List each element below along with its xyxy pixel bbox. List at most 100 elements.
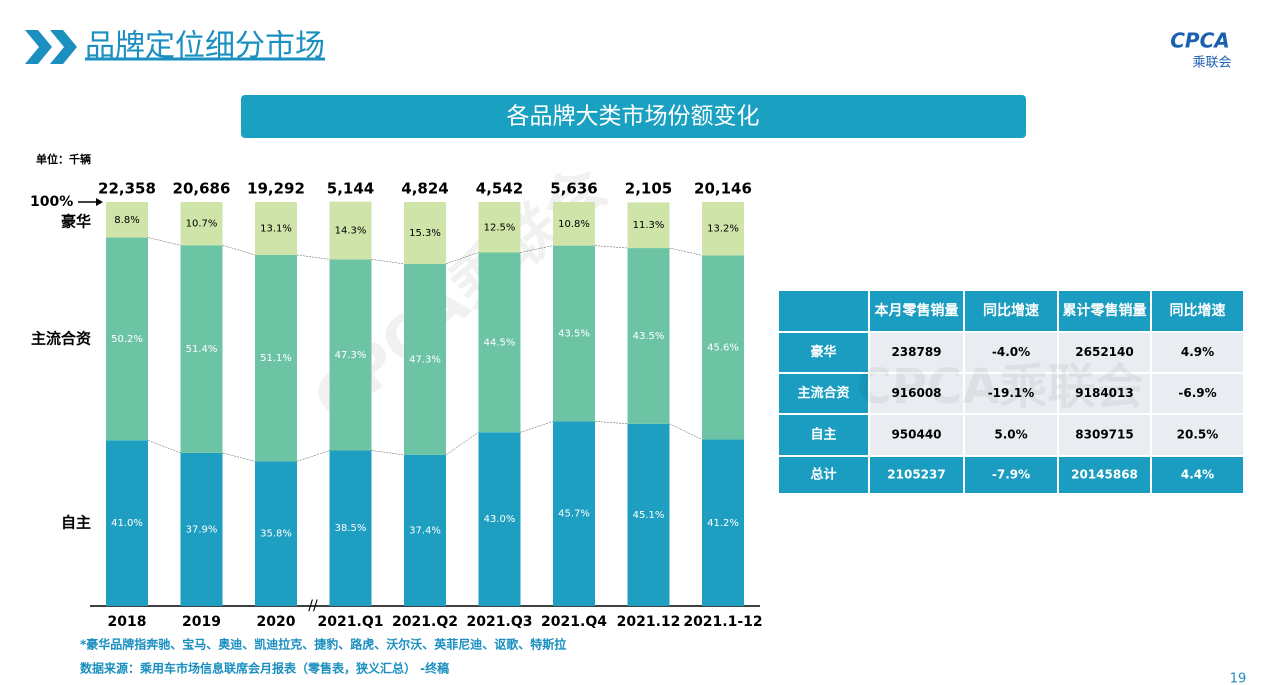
- bar-segment: [627, 248, 670, 424]
- connector: [222, 452, 256, 462]
- data-label: 15.3%: [409, 228, 441, 239]
- table-cell: [965, 415, 1057, 455]
- data-label: 37.4%: [409, 525, 441, 536]
- table-header: 同比增速: [1170, 302, 1226, 319]
- table-cell: [1059, 457, 1150, 493]
- connector: [296, 450, 330, 462]
- data-label: 38.5%: [335, 523, 367, 534]
- x-tick-label: 2021.1-12: [683, 614, 762, 630]
- data-label: 51.4%: [186, 344, 218, 355]
- table-row-header: 主流合资: [797, 385, 849, 401]
- x-tick-label: 2021.Q4: [541, 614, 607, 630]
- bar-segment: [106, 440, 148, 606]
- data-label: 41.2%: [707, 518, 739, 529]
- table-cell-text: 5.0%: [994, 428, 1027, 442]
- data-label: 43.5%: [558, 329, 590, 340]
- table-cell-text: 9184013: [1075, 386, 1133, 400]
- x-tick-label: 2018: [108, 614, 147, 630]
- data-label: 45.7%: [558, 509, 590, 520]
- data-label: 43.0%: [484, 514, 516, 525]
- table-cell-text: 20145868: [1071, 468, 1138, 482]
- table-cell-text: 2652140: [1075, 345, 1133, 359]
- legend-label: 主流合资: [31, 329, 91, 347]
- tick-arrow-head: [96, 198, 103, 206]
- table-cell-text: 4.4%: [1181, 468, 1214, 482]
- table-cell-text: -7.9%: [992, 468, 1030, 482]
- table-cell: [1059, 415, 1150, 455]
- bar-segment: [329, 201, 372, 260]
- unit: 单位：千辆: [36, 152, 91, 166]
- connector: [371, 450, 405, 456]
- footnote: *豪华品牌指奔驰、宝马、奥迪、凯迪拉克、捷豹、路虎、沃尔沃、英菲尼迪、讴歌、特斯…: [80, 637, 566, 652]
- total-label: 2,105: [625, 180, 672, 198]
- data-label: 10.8%: [558, 219, 590, 230]
- table-row-header-cell: [779, 415, 868, 455]
- table-row-header: 总计: [810, 467, 836, 483]
- connector: [147, 440, 181, 454]
- bar-segment: [404, 454, 446, 606]
- bar-segment: [329, 259, 372, 451]
- total-label: 22,358: [98, 180, 156, 198]
- bar-segment: [180, 202, 223, 246]
- chart-title-banner: [241, 95, 1026, 138]
- table-row-header: 自主: [810, 427, 836, 443]
- table-cell: [1152, 333, 1243, 372]
- table-cell-text: 20.5%: [1177, 428, 1219, 442]
- connector: [669, 247, 703, 256]
- connector: [445, 432, 479, 456]
- table-header-cell: [779, 291, 868, 331]
- table-header-cell: [965, 291, 1057, 331]
- bar-segment: [404, 202, 446, 264]
- table-cell-text: -19.1%: [988, 386, 1035, 400]
- bar-segment: [329, 450, 372, 606]
- x-tick-label: 2021.12: [617, 614, 681, 630]
- total-label: 5,144: [327, 180, 374, 198]
- table-cell: [870, 374, 963, 413]
- data-label: 47.3%: [335, 350, 367, 361]
- x-tick-label: 2019: [182, 614, 221, 630]
- table-cell-text: -6.9%: [1178, 386, 1216, 400]
- table-row-header-cell: [779, 333, 868, 372]
- bar-segment: [106, 202, 148, 238]
- table-row-header-cell: [779, 374, 868, 413]
- table-cell: [870, 415, 963, 455]
- bar-segment: [255, 461, 297, 606]
- data-label: 45.6%: [707, 342, 739, 353]
- chart-title: 各品牌大类市场份额变化: [507, 104, 760, 130]
- table-cell: [1059, 374, 1150, 413]
- connector: [594, 245, 628, 249]
- bar-segment: [180, 452, 223, 606]
- bar-segment: [553, 202, 595, 246]
- logo-sub: 乘联会: [1192, 56, 1231, 71]
- table-cell-text: 4.9%: [1181, 345, 1214, 359]
- page-title: 品牌定位细分市场: [85, 29, 325, 64]
- bar-segment: [627, 202, 670, 249]
- data-label: 8.8%: [114, 215, 139, 226]
- data-label: 14.3%: [335, 225, 367, 236]
- table-cell: [1152, 374, 1243, 413]
- table-cell: [965, 457, 1057, 493]
- connector: [445, 252, 479, 265]
- bar-segment: [255, 202, 297, 255]
- table-cell: [1059, 333, 1150, 372]
- table-cell-text: 8309715: [1075, 428, 1133, 442]
- data-label: 50.2%: [111, 334, 143, 345]
- data-label: 37.9%: [186, 524, 218, 535]
- data-label: 13.2%: [707, 224, 739, 235]
- total-label: 4,542: [476, 180, 523, 198]
- table-cell-text: 238789: [891, 345, 941, 359]
- data-label: 13.1%: [260, 223, 292, 234]
- bar-segment: [478, 202, 521, 253]
- data-label: 47.3%: [409, 354, 441, 365]
- bar-segment: [702, 202, 744, 256]
- watermark: CPCA乘联会: [857, 359, 1144, 415]
- table-cell-text: 2105237: [887, 468, 945, 482]
- data-label: 12.5%: [484, 222, 516, 233]
- data-label: 44.5%: [484, 337, 516, 348]
- table-cell-text: -4.0%: [992, 345, 1030, 359]
- table-header-cell: [1152, 291, 1243, 331]
- table-cell: [870, 333, 963, 372]
- table-cell-text: 950440: [891, 428, 941, 442]
- total-label: 20,146: [694, 180, 752, 198]
